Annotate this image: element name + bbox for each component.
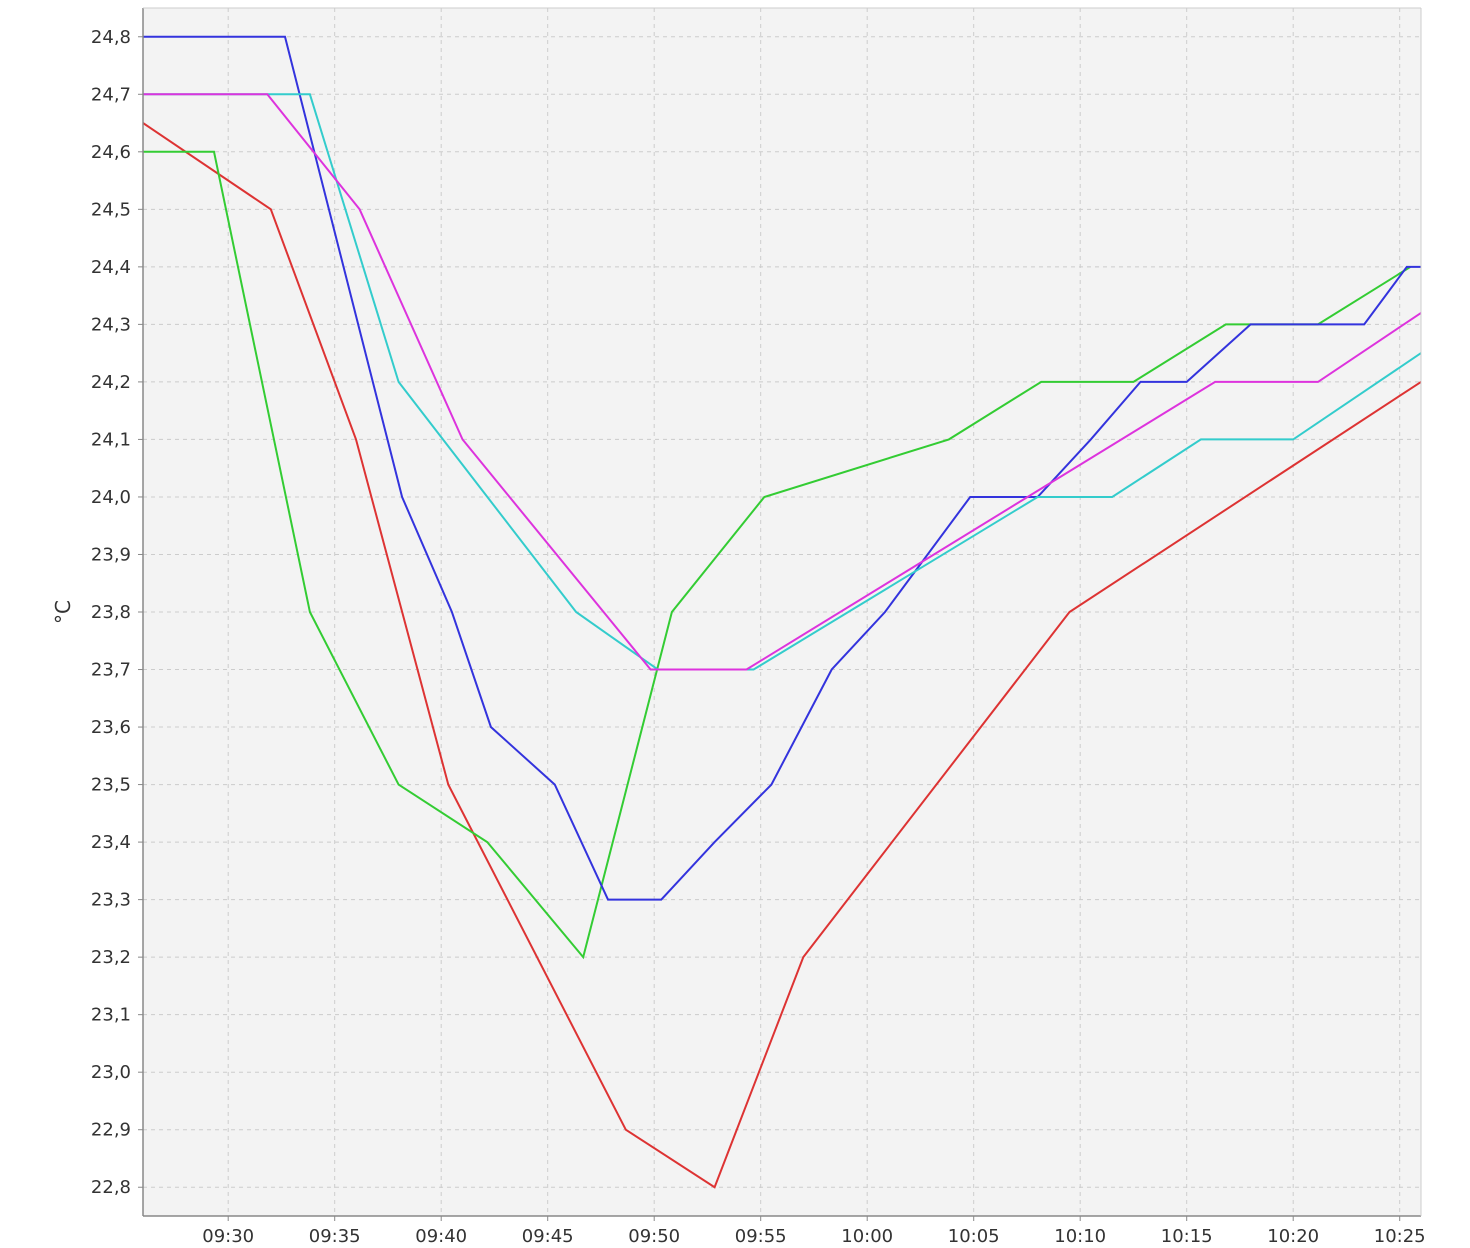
y-axis-title: °C (51, 600, 75, 624)
x-tick-label: 09:35 (309, 1226, 361, 1247)
y-tick-label: 24,6 (91, 142, 131, 163)
x-tick-label: 09:30 (202, 1226, 254, 1247)
y-tick-label: 23,6 (91, 717, 131, 738)
y-tick-label: 24,2 (91, 372, 131, 393)
y-tick-label: 24,4 (91, 257, 131, 278)
series-line-5 (143, 93, 1422, 671)
series-line-1 (142, 122, 1422, 1189)
y-tick-label: 23,0 (91, 1062, 131, 1083)
x-tick-label: 10:00 (841, 1226, 893, 1247)
y-tick-label: 23,8 (91, 602, 131, 623)
y-tick-label: 24,5 (91, 199, 131, 220)
y-tick-label: 24,0 (91, 487, 131, 508)
y-tick-label: 23,7 (91, 660, 131, 681)
x-tick-label: 10:20 (1267, 1226, 1319, 1247)
y-tick-label: 22,8 (91, 1177, 131, 1198)
grid-lines (143, 8, 1421, 1216)
x-tick-label: 10:10 (1054, 1226, 1106, 1247)
y-tick-label: 23,1 (91, 1005, 131, 1026)
series-line-3 (143, 35, 1421, 901)
x-axis-ticks: 09:30 09:35 09:40 09:45 09:50 09:55 10:00 10:05… (202, 1216, 1426, 1247)
x-tick-label: 09:45 (522, 1226, 574, 1247)
x-tick-label: 09:55 (735, 1226, 787, 1247)
y-tick-label: 23,9 (91, 544, 131, 565)
x-tick-label: 10:15 (1161, 1226, 1213, 1247)
x-tick-label: 10:05 (948, 1226, 1000, 1247)
y-tick-label: 22,9 (91, 1120, 131, 1141)
y-tick-label: 23,5 (91, 775, 131, 796)
y-axis-ticks: 22,8 22,9 23,0 23,1 23,2 23,3 23,4 23,5 23,6 23,7… (91, 27, 143, 1198)
y-tick-label: 23,4 (91, 832, 131, 853)
series-lines (142, 35, 1422, 1189)
y-tick-label: 24,7 (91, 84, 131, 105)
series-line-4 (143, 93, 1422, 671)
x-tick-label: 09:40 (415, 1226, 467, 1247)
y-tick-label: 24,1 (91, 429, 131, 450)
y-tick-label: 23,2 (91, 947, 131, 968)
series-line-2 (143, 150, 1411, 960)
x-tick-label: 09:50 (628, 1226, 680, 1247)
y-tick-label: 23,3 (91, 890, 131, 911)
x-tick-label: 10:25 (1374, 1226, 1426, 1247)
y-tick-label: 24,8 (91, 27, 131, 48)
y-tick-label: 24,3 (91, 314, 131, 335)
